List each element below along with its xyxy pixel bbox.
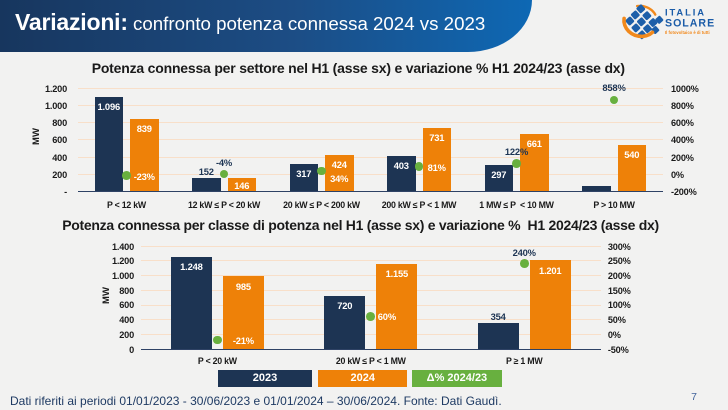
svg-text:SOLARE: SOLARE	[665, 18, 715, 30]
svg-text:Il fotovoltaico è di tutti: Il fotovoltaico è di tutti	[665, 30, 710, 35]
svg-text:ITALIA: ITALIA	[665, 7, 706, 18]
